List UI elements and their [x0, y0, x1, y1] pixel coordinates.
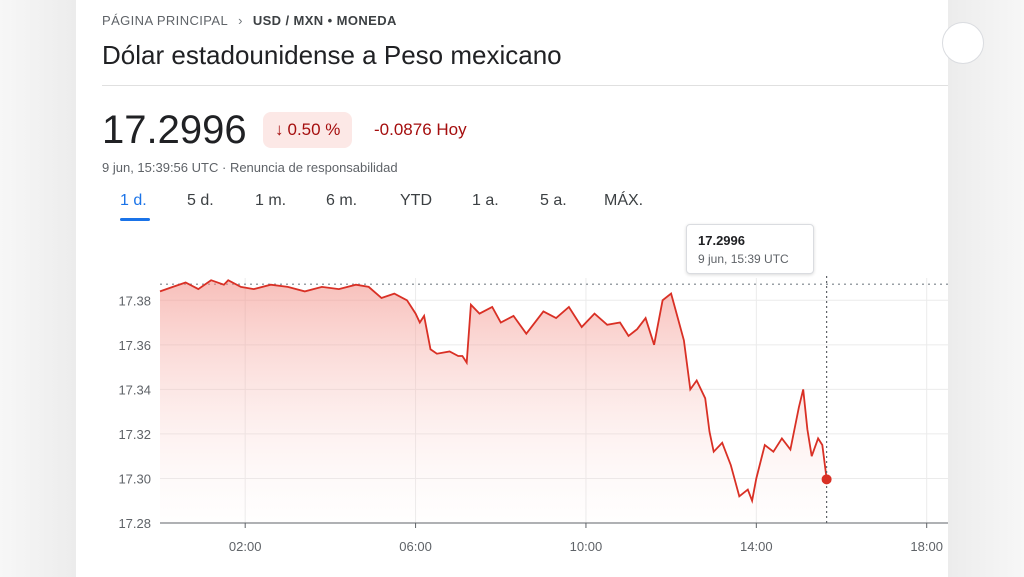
- tooltip-time: 9 jun, 15:39 UTC: [698, 252, 789, 266]
- breadcrumb-home[interactable]: PÁGINA PRINCIPAL: [102, 13, 229, 28]
- x-tick-label: 06:00: [399, 539, 432, 554]
- tab-5a[interactable]: 5 a.: [540, 192, 567, 209]
- divider: [102, 85, 948, 86]
- tab-5d[interactable]: 5 d.: [187, 192, 214, 209]
- tab-max[interactable]: MÁX.: [604, 192, 644, 209]
- tab-ytd[interactable]: YTD: [400, 192, 432, 209]
- page-title: Dólar estadounidense a Peso mexicano: [102, 40, 562, 70]
- disclaimer-link[interactable]: Renuncia de responsabilidad: [229, 160, 398, 175]
- quote-meta: 9 jun, 15:39:56 UTC · Renuncia de respon…: [102, 160, 398, 175]
- percent-change-badge: ↓ 0.50 %: [263, 112, 353, 148]
- percent-change: 0.50 %: [287, 120, 341, 139]
- arrow-down-icon: ↓: [275, 120, 284, 139]
- y-tick-label: 17.36: [118, 338, 151, 353]
- breadcrumb-dot: •: [327, 13, 333, 28]
- price-line: [159, 279, 828, 504]
- tooltip-value: 17.2996: [698, 233, 745, 248]
- x-tick-label: 14:00: [740, 539, 773, 554]
- tab-1m[interactable]: 1 m.: [255, 192, 287, 209]
- y-tick-label: 17.38: [118, 293, 151, 308]
- tab-1a[interactable]: 1 a.: [472, 192, 499, 209]
- chevron-right-icon: ›: [238, 13, 243, 28]
- chart-tooltip: 17.2996 9 jun, 15:39 UTC: [686, 224, 814, 274]
- x-tick-label: 18:00: [910, 539, 943, 554]
- meta-separator: ·: [221, 160, 230, 175]
- current-point: [821, 474, 832, 485]
- y-tick-label: 17.30: [118, 471, 151, 486]
- background-left: [0, 0, 76, 577]
- tab-1d[interactable]: 1 d.: [120, 192, 150, 221]
- x-tick-label: 10:00: [570, 539, 603, 554]
- x-tick-label: 02:00: [229, 539, 262, 554]
- breadcrumb: PÁGINA PRINCIPAL › USD / MXN • MONEDA: [102, 13, 397, 28]
- y-tick-label: 17.28: [118, 516, 151, 531]
- y-tick-label: 17.34: [118, 382, 151, 397]
- price-area: [160, 280, 827, 523]
- current-price: 17.2996: [102, 108, 247, 152]
- background-right: [948, 0, 1024, 577]
- y-tick-label: 17.32: [118, 427, 151, 442]
- tab-6m[interactable]: 6 m.: [326, 192, 358, 209]
- breadcrumb-kind: MONEDA: [336, 13, 397, 28]
- absolute-change: -0.0876 Hoy: [374, 120, 467, 139]
- quote-timestamp: 9 jun, 15:39:56 UTC: [102, 160, 219, 175]
- breadcrumb-pair: USD / MXN: [252, 13, 324, 28]
- active-tab-indicator: [120, 218, 150, 221]
- share-button[interactable]: [942, 22, 984, 64]
